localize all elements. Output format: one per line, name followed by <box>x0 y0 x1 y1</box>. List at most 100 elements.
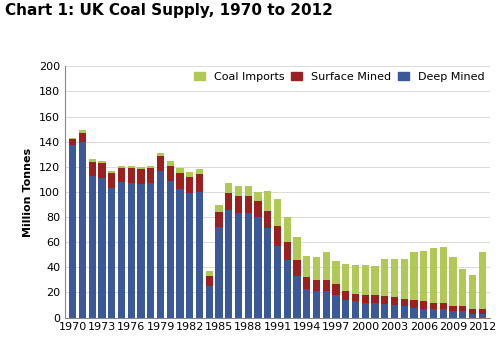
Bar <box>478 314 486 318</box>
Bar <box>69 138 76 139</box>
Bar <box>176 173 184 190</box>
Bar <box>400 259 408 299</box>
Bar <box>410 307 418 318</box>
Bar <box>225 193 232 209</box>
Bar <box>118 165 125 168</box>
Bar <box>98 163 105 178</box>
Bar <box>342 263 349 291</box>
Bar <box>118 182 125 318</box>
Bar <box>176 190 184 318</box>
Legend: Coal Imports, Surface Mined, Deep Mined: Coal Imports, Surface Mined, Deep Mined <box>194 72 484 82</box>
Bar <box>225 209 232 318</box>
Bar <box>128 168 135 183</box>
Bar <box>206 286 213 318</box>
Bar <box>459 306 466 311</box>
Bar <box>79 133 86 142</box>
Bar <box>440 309 447 318</box>
Bar <box>274 200 281 226</box>
Bar <box>313 280 320 291</box>
Bar <box>147 168 154 183</box>
Bar <box>235 186 242 196</box>
Bar <box>400 306 408 318</box>
Bar <box>79 131 86 133</box>
Bar <box>352 301 359 318</box>
Bar <box>147 165 154 168</box>
Bar <box>196 169 203 174</box>
Bar <box>264 228 272 318</box>
Bar <box>332 295 340 318</box>
Bar <box>264 211 272 228</box>
Bar <box>108 188 116 318</box>
Bar <box>216 205 222 212</box>
Y-axis label: Million Tonnes: Million Tonnes <box>24 147 34 237</box>
Bar <box>322 252 330 280</box>
Bar <box>303 289 310 318</box>
Bar <box>420 301 428 309</box>
Bar <box>108 171 116 173</box>
Bar <box>118 168 125 182</box>
Bar <box>362 265 369 295</box>
Bar <box>478 309 486 314</box>
Bar <box>88 159 96 162</box>
Bar <box>186 193 194 318</box>
Bar <box>391 297 398 305</box>
Bar <box>186 172 194 177</box>
Bar <box>372 303 378 318</box>
Bar <box>274 246 281 318</box>
Bar <box>362 295 369 303</box>
Bar <box>69 146 76 318</box>
Bar <box>332 284 340 295</box>
Bar <box>138 167 144 169</box>
Bar <box>235 213 242 318</box>
Bar <box>391 305 398 318</box>
Bar <box>410 252 418 300</box>
Bar <box>372 266 378 295</box>
Bar <box>430 248 437 303</box>
Bar <box>196 192 203 318</box>
Bar <box>450 311 456 318</box>
Bar <box>186 177 194 193</box>
Bar <box>381 296 388 304</box>
Bar <box>400 299 408 306</box>
Bar <box>469 309 476 314</box>
Bar <box>342 300 349 318</box>
Bar <box>313 257 320 280</box>
Bar <box>69 139 76 146</box>
Bar <box>176 168 184 173</box>
Bar <box>128 165 135 168</box>
Bar <box>322 291 330 318</box>
Bar <box>98 161 105 163</box>
Bar <box>294 276 300 318</box>
Bar <box>138 184 144 318</box>
Bar <box>88 162 96 176</box>
Bar <box>206 276 213 286</box>
Bar <box>362 303 369 318</box>
Bar <box>322 280 330 291</box>
Bar <box>254 192 262 201</box>
Bar <box>235 196 242 213</box>
Bar <box>440 303 447 309</box>
Bar <box>206 271 213 276</box>
Bar <box>244 213 252 318</box>
Bar <box>274 226 281 246</box>
Bar <box>469 275 476 309</box>
Bar <box>216 212 222 227</box>
Bar <box>157 156 164 171</box>
Bar <box>79 142 86 318</box>
Bar <box>459 311 466 318</box>
Bar <box>303 256 310 277</box>
Bar <box>244 196 252 213</box>
Bar <box>459 269 466 306</box>
Bar <box>108 173 116 188</box>
Bar <box>284 242 291 260</box>
Bar <box>372 295 378 303</box>
Bar <box>216 227 222 318</box>
Bar <box>332 261 340 284</box>
Bar <box>420 309 428 318</box>
Bar <box>381 304 388 318</box>
Bar <box>391 259 398 297</box>
Bar <box>157 153 164 156</box>
Bar <box>264 191 272 211</box>
Bar <box>420 251 428 301</box>
Bar <box>254 217 262 318</box>
